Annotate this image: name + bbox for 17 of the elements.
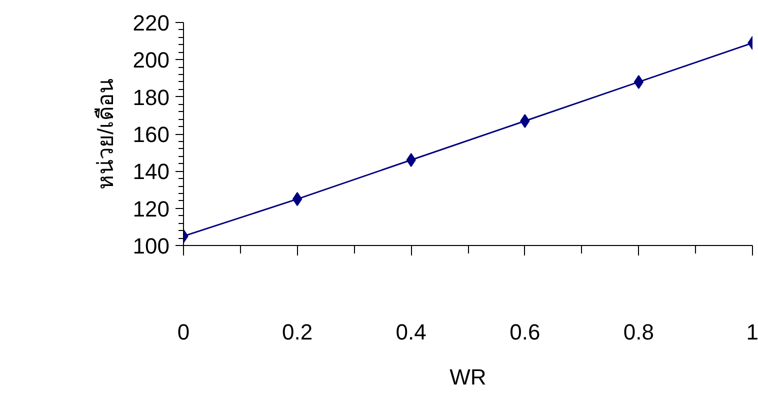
x-tick-label: 0.4 <box>396 320 426 344</box>
x-tick-label: 1 <box>746 320 758 344</box>
x-tick-label: 0.6 <box>510 320 540 344</box>
x-tick-label: 0 <box>177 320 190 344</box>
point <box>634 74 644 89</box>
y-axis-title: หน่วย/เดือน <box>92 78 118 190</box>
point <box>292 192 302 206</box>
x-axis-title: WR <box>450 364 486 390</box>
y-tick-label: 180 <box>132 84 170 110</box>
y-tick-label: 220 <box>132 10 170 36</box>
x-tick-label: 0.2 <box>282 320 313 344</box>
y-tick-label: 140 <box>132 159 170 184</box>
y-tick-label: 120 <box>132 196 170 222</box>
y-tick-label: 160 <box>132 122 170 147</box>
y-tick-label: 200 <box>132 48 170 73</box>
x-tick-label: 0.8 <box>623 320 654 344</box>
y-tick-label: 100 <box>132 234 170 258</box>
